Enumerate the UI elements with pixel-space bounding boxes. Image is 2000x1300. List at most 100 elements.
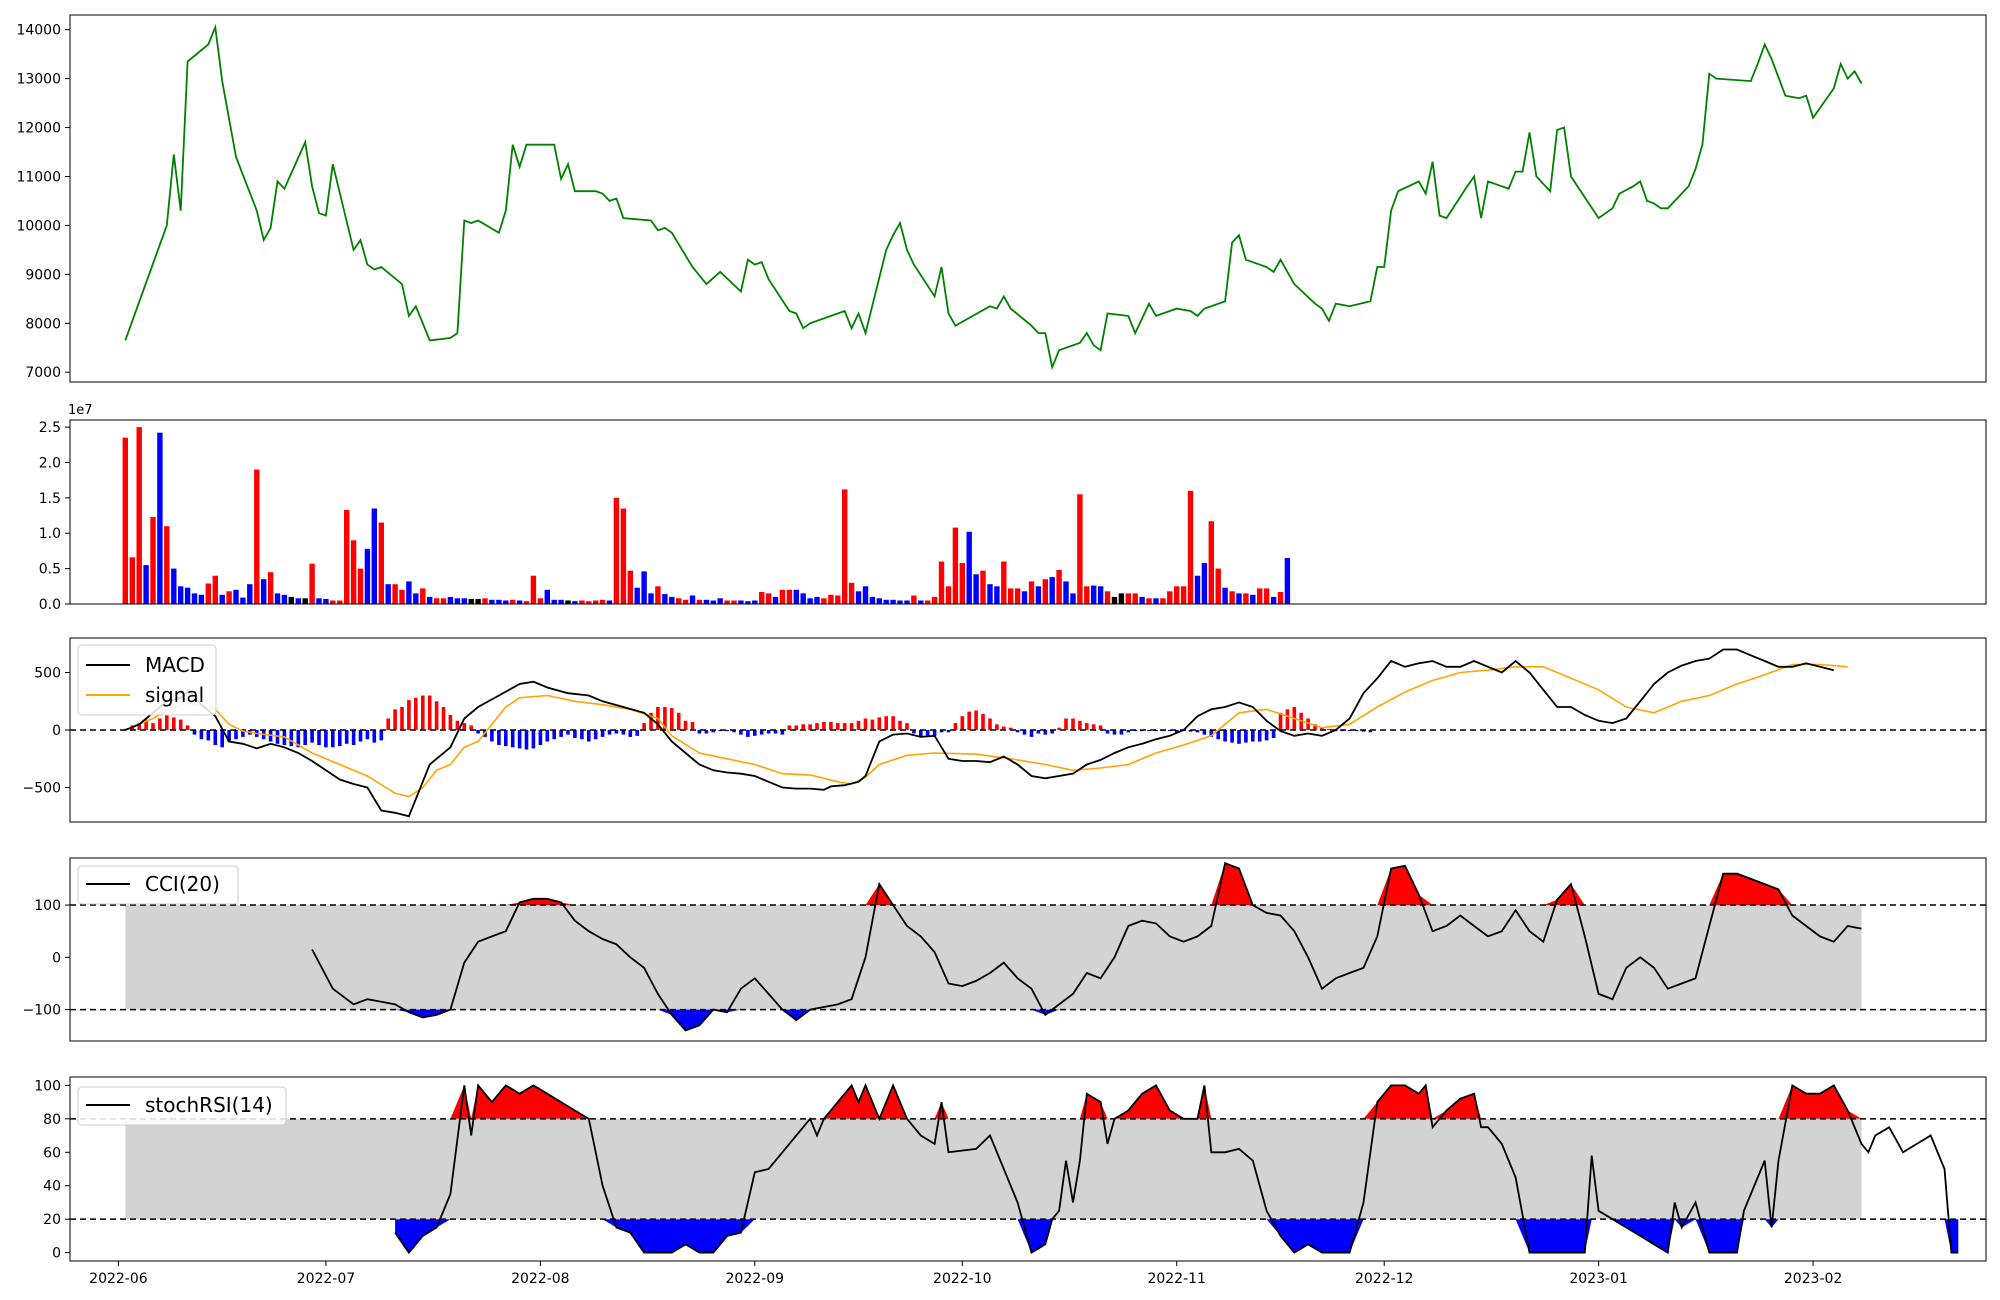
- volume-bar: [904, 600, 910, 604]
- stochrsi-plot-area: [70, 1083, 1986, 1255]
- volume-bar: [835, 595, 841, 604]
- volume-bar: [579, 600, 585, 604]
- macd-histogram-bar: [559, 730, 563, 737]
- volume-bar: [572, 601, 578, 604]
- volume-bar: [212, 575, 218, 604]
- macd-ytick-label: 500: [34, 666, 61, 682]
- volume-bar: [461, 598, 467, 604]
- macd-histogram-bar: [365, 730, 370, 740]
- volume-bar: [1187, 490, 1194, 604]
- volume-bar: [925, 600, 931, 604]
- volume-bar: [129, 557, 135, 604]
- macd-histogram-bar: [331, 730, 335, 748]
- macd-ytick-label: −500: [23, 781, 61, 797]
- volume-bar: [489, 599, 495, 604]
- macd-histogram-bar: [1015, 730, 1020, 733]
- volume-bar: [731, 600, 737, 604]
- volume-bar: [1153, 598, 1159, 604]
- macd-histogram-bar: [697, 730, 702, 734]
- volume-bar: [122, 437, 128, 604]
- volume-bar: [433, 598, 440, 604]
- volume-bar: [1014, 588, 1021, 604]
- macd-histogram-bar: [815, 723, 819, 730]
- macd-histogram-bar: [185, 725, 190, 730]
- volume-bar: [696, 599, 703, 604]
- volume-bar: [281, 594, 288, 604]
- volume-bar: [814, 596, 820, 604]
- volume-ytick-label: 1.5: [39, 491, 61, 507]
- volume-bar: [1236, 593, 1242, 604]
- cci-plot-area: [70, 861, 1986, 1032]
- macd-histogram-bar: [1271, 730, 1276, 738]
- macd-histogram-bar: [898, 720, 902, 730]
- macd-histogram-bar: [607, 730, 612, 735]
- macd-histogram-bar: [877, 717, 882, 730]
- cci-legend: CCI(20): [77, 865, 239, 905]
- macd-histogram-bar: [711, 730, 716, 733]
- volume-bar: [503, 600, 509, 604]
- macd-histogram-bar: [358, 730, 363, 742]
- x-tick-label: 2023-02: [1784, 1271, 1843, 1287]
- volume-bar: [586, 601, 592, 604]
- volume-bar: [399, 589, 405, 604]
- volume-bar: [973, 574, 979, 604]
- macd-histogram-bar: [241, 730, 245, 737]
- macd-histogram-bar: [932, 730, 937, 736]
- volume-bar: [371, 508, 377, 604]
- macd-histogram-bar: [1008, 727, 1013, 730]
- volume-bar: [945, 586, 952, 604]
- volume-bar: [952, 527, 959, 604]
- macd-histogram-bar: [455, 720, 460, 730]
- volume-bar: [302, 598, 308, 604]
- macd-histogram-bar: [545, 730, 550, 742]
- macd-histogram-bar: [593, 730, 598, 740]
- volume-bar: [1049, 577, 1055, 604]
- macd-histogram-bar: [338, 730, 342, 747]
- macd-legend: MACD signal: [77, 644, 217, 716]
- volume-bar: [641, 571, 647, 604]
- volume-bar: [855, 591, 862, 604]
- volume-bar: [862, 586, 869, 604]
- macd-histogram-bar: [621, 730, 626, 735]
- volume-bar: [606, 600, 613, 604]
- macd-histogram-bar: [1320, 727, 1324, 730]
- macd-histogram-bar: [1306, 718, 1310, 730]
- macd-histogram-bar: [1237, 730, 1241, 744]
- macd-histogram-bar: [746, 730, 750, 737]
- volume-bar: [1257, 588, 1263, 604]
- macd-histogram-bar: [670, 708, 674, 730]
- volume-bar: [1180, 586, 1187, 604]
- volume-bar: [136, 427, 142, 604]
- x-tick-label: 2022-08: [511, 1271, 570, 1287]
- macd-histogram-bar: [1313, 724, 1317, 731]
- stochrsi-frame: [69, 1076, 1987, 1262]
- volume-bar: [821, 598, 827, 604]
- macd-histogram-bar: [469, 725, 473, 730]
- macd-ytick-label: 0: [52, 723, 61, 739]
- volume-bar: [745, 601, 751, 604]
- volume-bar: [1284, 558, 1291, 604]
- macd-histogram-bar: [400, 707, 404, 730]
- macd-histogram-bar: [566, 730, 570, 735]
- volume-bar: [198, 594, 205, 604]
- macd-histogram-bar: [946, 730, 951, 733]
- volume-bar: [1263, 588, 1270, 604]
- macd-histogram-bar: [573, 730, 577, 738]
- macd-histogram-bar: [766, 730, 771, 734]
- macd-histogram-bar: [891, 716, 895, 730]
- volume-bar: [931, 596, 938, 604]
- macd-histogram-bar: [649, 712, 653, 731]
- macd-histogram-bar: [974, 710, 978, 730]
- price-plot-area: [124, 23, 1863, 371]
- macd-histogram-bar: [165, 715, 169, 730]
- macd-histogram-bar: [988, 718, 992, 730]
- macd-histogram-bar: [863, 718, 868, 730]
- price-ytick-label: 7000: [25, 365, 61, 381]
- macd-histogram-bar: [199, 730, 204, 740]
- volume-bar: [1091, 585, 1097, 604]
- volume-bar: [918, 600, 924, 604]
- macd-histogram-bar: [137, 723, 141, 730]
- macd-histogram-bar: [1202, 730, 1207, 735]
- volume-bar: [530, 575, 537, 604]
- macd-histogram-bar: [1112, 730, 1117, 735]
